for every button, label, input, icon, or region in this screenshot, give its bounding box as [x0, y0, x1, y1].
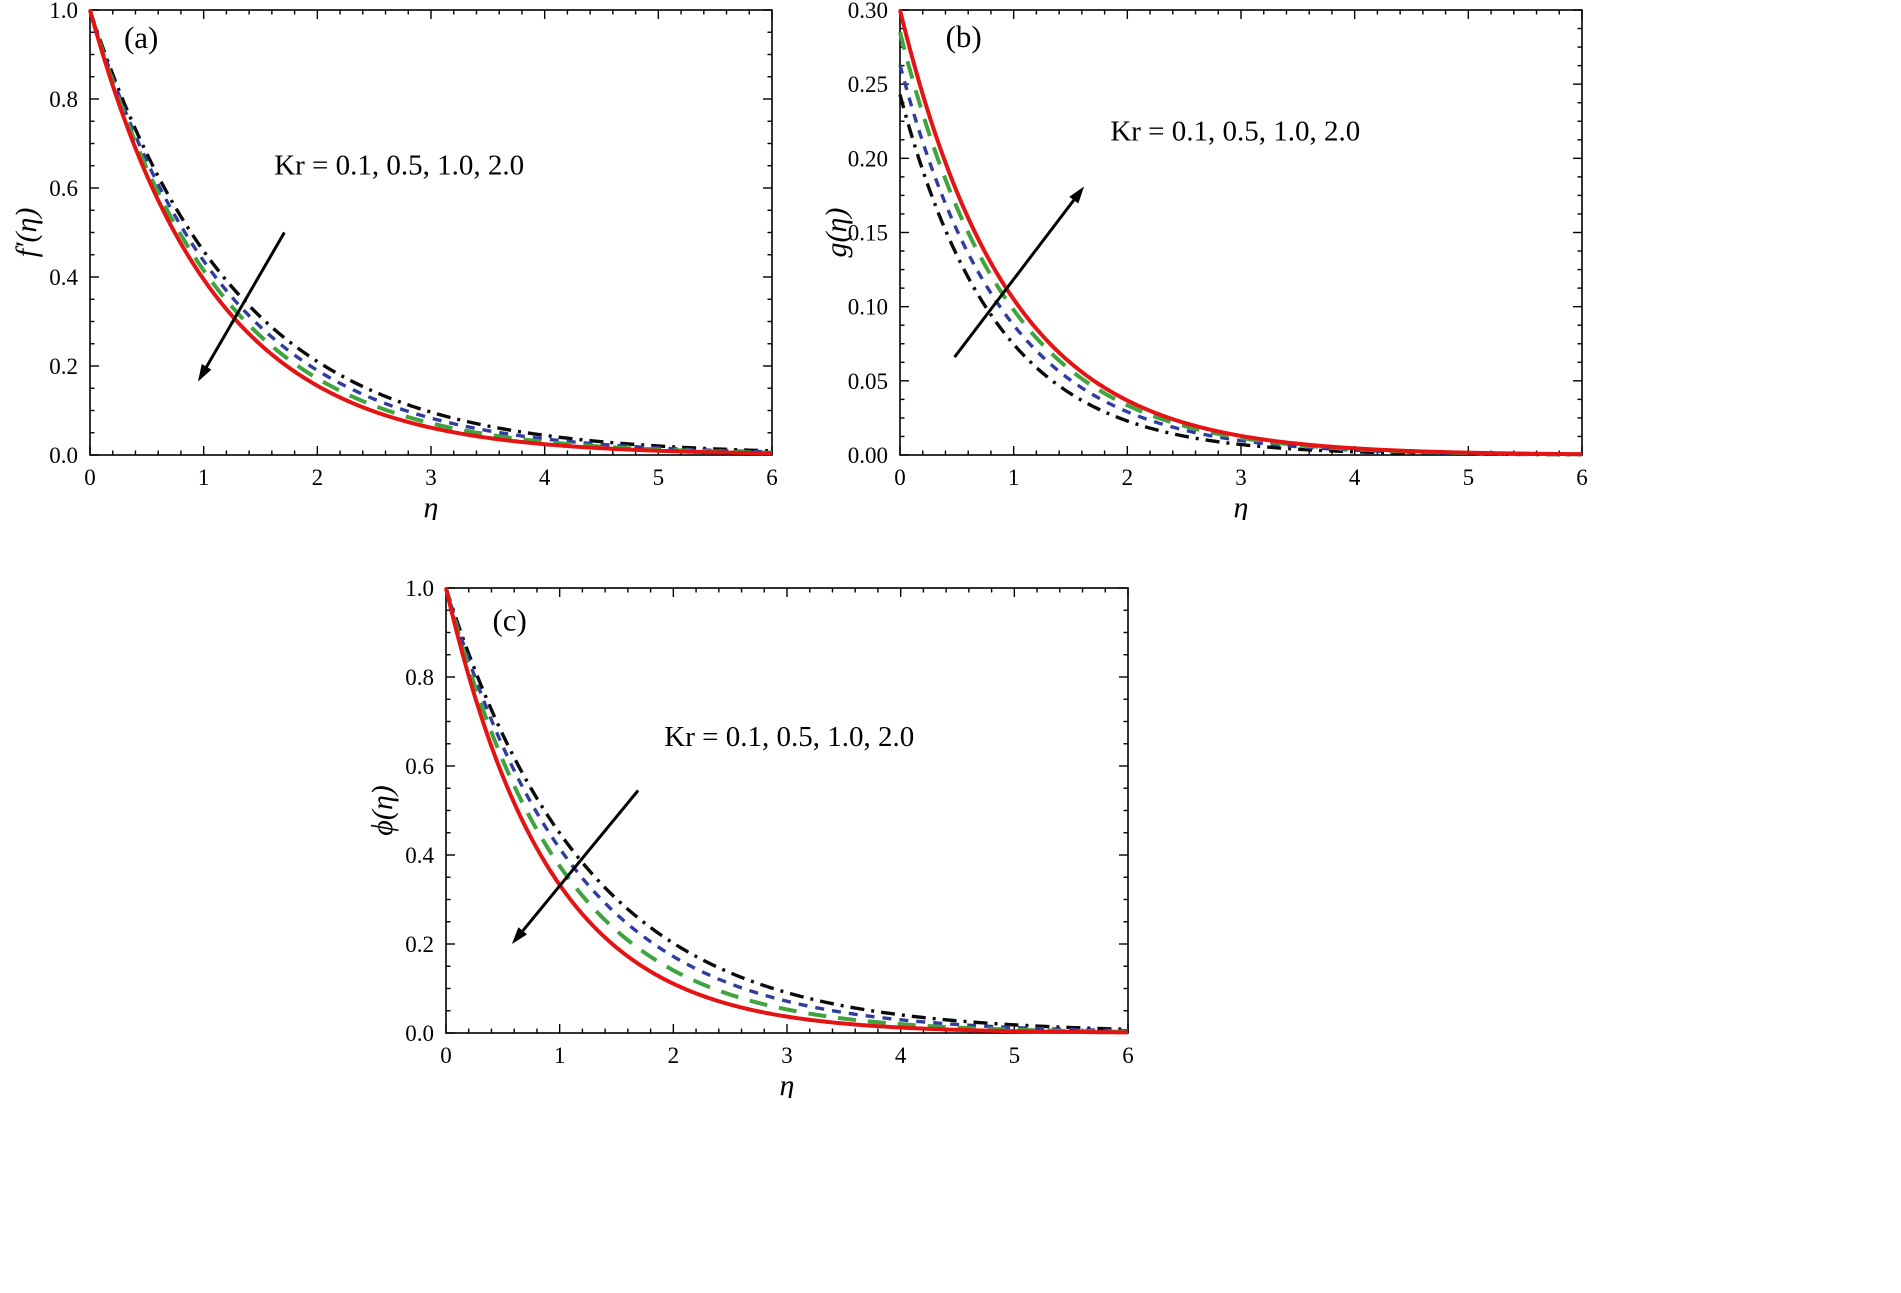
x-tick-label: 0	[440, 1043, 452, 1068]
x-tick-label: 0	[894, 465, 906, 490]
panel-letter-label: (b)	[946, 19, 982, 54]
chart-a-plot: 0 1 2 3 4 5 6 0.0 0.2 0.4 0.6 0.8 1.0 Kr = 0.1, 0.5, …	[12, 0, 778, 520]
chart-b-plot: 0 1 2 3 4 5 6 0.00 0.05 0.10 0.15 0.20 0.25 0.30 Kr = …	[822, 0, 1588, 520]
panel-c: 0 1 2 3 4 5 6 0.0 0.2 0.4 0.6 0.8 1.0 Kr = 0.1, 0.5, …	[368, 578, 1158, 1098]
x-tick-label: 4	[539, 465, 551, 490]
x-tick-label: 5	[653, 465, 665, 490]
x-tick-label: 6	[766, 465, 778, 490]
panel-a: 0 1 2 3 4 5 6 0.0 0.2 0.4 0.6 0.8 1.0 Kr = 0.1, 0.5, …	[12, 0, 802, 520]
series-line-2.0	[898, 9, 1583, 457]
y-tick-label: 0.4	[49, 265, 78, 290]
y-tick-label: 0.6	[49, 176, 78, 201]
x-tick-label: 6	[1122, 1043, 1134, 1068]
kr-annotation-label: Kr = 0.1, 0.5, 1.0, 2.0	[274, 150, 524, 182]
y-tick-label: 0.2	[405, 932, 434, 957]
x-axis-label: η	[1234, 491, 1249, 520]
x-tick-label: 6	[1576, 465, 1588, 490]
plot-frame	[899, 9, 1583, 456]
kr-annotation-label: Kr = 0.1, 0.5, 1.0, 2.0	[664, 721, 914, 753]
x-tick-label: 5	[1463, 465, 1475, 490]
y-tick-label: 0.30	[848, 0, 888, 23]
y-tick-label: 0.6	[405, 754, 434, 779]
series-line-2.0	[444, 587, 1129, 1035]
x-tick-label: 1	[198, 465, 210, 490]
series-line-0.5	[88, 9, 773, 454]
annotation-arrow-shaft	[202, 231, 286, 373]
series-line-1.0	[88, 9, 773, 455]
plot-frame	[89, 9, 773, 456]
series-line-2.0	[88, 9, 773, 456]
y-axis-label: f′(η)	[12, 208, 43, 258]
series-line-0.1	[88, 9, 773, 453]
y-axis-label: g(η)	[822, 208, 853, 258]
annotation-arrow-shaft	[953, 194, 1079, 359]
annotation-arrow-head	[511, 927, 528, 944]
y-tick-label: 0.0	[405, 1021, 434, 1046]
x-tick-label: 4	[1349, 465, 1361, 490]
annotation-arrow-head	[198, 364, 212, 382]
y-tick-label: 0.8	[405, 665, 434, 690]
y-tick-label: 0.20	[848, 146, 888, 171]
x-axis-label: η	[780, 1069, 795, 1098]
kr-annotation-label: Kr = 0.1, 0.5, 1.0, 2.0	[1110, 116, 1360, 148]
annotation-arrow-head	[1069, 186, 1085, 204]
series-line-0.1	[898, 94, 1583, 457]
plot-frame	[445, 587, 1129, 1034]
y-tick-label: 0.4	[405, 843, 434, 868]
x-tick-label: 2	[1122, 465, 1134, 490]
annotation-arrow-shaft	[517, 789, 640, 937]
y-tick-label: 0.10	[848, 295, 888, 320]
x-tick-label: 3	[1235, 465, 1247, 490]
x-tick-label: 5	[1009, 1043, 1021, 1068]
series-line-0.1	[444, 587, 1129, 1032]
x-tick-label: 1	[554, 1043, 566, 1068]
y-tick-label: 0.0	[49, 443, 78, 468]
y-tick-label: 0.25	[848, 72, 888, 97]
series-line-0.5	[444, 587, 1129, 1033]
x-tick-label: 1	[1008, 465, 1020, 490]
series-line-0.5	[898, 64, 1583, 457]
x-tick-label: 3	[781, 1043, 793, 1068]
panel-letter-label: (c)	[492, 602, 526, 637]
chart-c-plot: 0 1 2 3 4 5 6 0.0 0.2 0.4 0.6 0.8 1.0 Kr = 0.1, 0.5, …	[368, 578, 1134, 1098]
x-tick-label: 2	[668, 1043, 680, 1068]
x-tick-label: 3	[425, 465, 437, 490]
x-tick-label: 0	[84, 465, 96, 490]
panel-letter-label: (a)	[124, 20, 158, 55]
y-tick-label: 0.8	[49, 87, 78, 112]
y-tick-label: 1.0	[405, 578, 434, 601]
y-tick-label: 0.15	[848, 221, 888, 246]
y-tick-label: 1.0	[49, 0, 78, 23]
series-line-1.0	[444, 587, 1129, 1034]
x-tick-label: 2	[312, 465, 324, 490]
y-tick-label: 0.00	[848, 443, 888, 468]
y-axis-label: ϕ(η)	[368, 785, 399, 835]
x-tick-label: 4	[895, 1043, 907, 1068]
y-tick-label: 0.05	[848, 369, 888, 394]
panel-b: 0 1 2 3 4 5 6 0.00 0.05 0.10 0.15 0.20 0.25 0.30 Kr = …	[822, 0, 1612, 520]
x-axis-label: η	[424, 491, 439, 520]
y-tick-label: 0.2	[49, 354, 78, 379]
series-line-1.0	[898, 31, 1583, 457]
